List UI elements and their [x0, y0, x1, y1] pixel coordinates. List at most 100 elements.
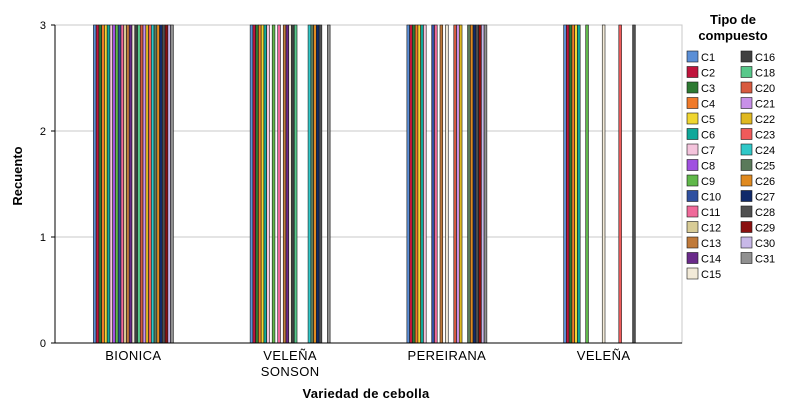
- bar-bionica-c18: [137, 24, 141, 344]
- legend-title-line-1: Tipo de: [710, 12, 756, 27]
- legend-item-c16: C16: [740, 50, 775, 64]
- legend-item-c27: C27: [740, 190, 775, 204]
- bar-pereirana-c31: [483, 24, 488, 344]
- y-tick-label-3: 3: [40, 20, 46, 32]
- bar-bionica-c22: [145, 24, 149, 344]
- legend-item-c10: C10: [686, 190, 721, 204]
- legend-item-c7: C7: [686, 143, 715, 157]
- bar-bionica-c26: [156, 24, 160, 344]
- legend-label-c1: C1: [701, 52, 715, 64]
- legend-swatch-c4: [686, 97, 699, 109]
- legend-label-c11: C11: [701, 207, 720, 219]
- legend-item-c1: C1: [686, 50, 715, 64]
- legend-swatch-c8: [686, 159, 699, 171]
- bar-velena-sonson-c4: [258, 24, 262, 344]
- bar-pereirana-c5: [417, 24, 421, 344]
- legend-label-c9: C9: [701, 176, 715, 188]
- bar-bionica-c8: [112, 24, 116, 344]
- legend-item-c14: C14: [686, 252, 721, 266]
- bar-velena-sonson-c14: [285, 24, 290, 344]
- bar-velena-sonson-c27: [316, 24, 320, 344]
- legend-swatch-c30: [740, 236, 753, 249]
- legend-swatch-c25: [740, 159, 753, 171]
- legend-label-c6: C6: [701, 130, 715, 142]
- x-axis-label: Variedad de cebolla: [302, 386, 430, 401]
- legend-item-c12: C12: [686, 221, 721, 235]
- legend-item-c8: C8: [686, 159, 715, 173]
- bar-pereirana-c22: [458, 24, 463, 344]
- bar-velena-sonson-c25: [310, 24, 314, 344]
- legend-swatch-c29: [740, 221, 753, 233]
- bar-velena-sonson-c1: [249, 24, 254, 344]
- legend-swatch-c22: [740, 112, 753, 125]
- legend-swatch-c6: [686, 128, 699, 140]
- legend-item-c3: C3: [686, 81, 715, 95]
- legend-label-c29: C29: [755, 223, 775, 235]
- bar-bionica-c10: [117, 24, 122, 344]
- legend-swatch-c13: [686, 236, 699, 249]
- bar-pereirana-c4: [414, 24, 419, 344]
- bar-bionica-c6: [106, 24, 111, 344]
- legend-swatch-c11: [686, 205, 699, 218]
- legend-label-c15: C15: [701, 269, 721, 281]
- legend-item-c25: C25: [740, 159, 775, 173]
- legend-swatch-c28: [740, 205, 753, 218]
- bar-velena-c1: [563, 24, 567, 344]
- bar-pereirana-c28: [475, 24, 479, 344]
- y-tick-label-1: 1: [40, 232, 46, 244]
- legend-item-c11: C11: [686, 205, 720, 219]
- bar-bionica-c13: [126, 24, 130, 344]
- legend-item-c5: C5: [686, 112, 715, 126]
- legend-label-c2: C2: [701, 68, 715, 80]
- bar-bionica-c14: [128, 24, 133, 344]
- bar-pereirana-c26: [470, 24, 474, 344]
- legend-label-c25: C25: [755, 161, 775, 173]
- bar-velena-c3: [568, 24, 573, 344]
- bar-bionica-c7: [109, 24, 113, 344]
- bar-velena-sonson-c11: [277, 24, 281, 344]
- bar-velena-sonson-c5: [260, 24, 265, 344]
- legend: Tipo de compuesto C1 C2 C3 C4 C5 C6 C7 C8 C9 C10 C…: [686, 12, 775, 281]
- bar-velena-sonson-c15: [288, 24, 292, 344]
- y-axis-label: Recuento: [10, 146, 25, 205]
- bar-bionica-c28: [162, 24, 166, 344]
- legend-swatch-c27: [740, 190, 753, 202]
- bar-bionica-c30: [167, 24, 171, 344]
- bar-pereirana-c21: [456, 24, 460, 344]
- bar-velena-sonson-c13: [282, 24, 287, 344]
- legend-swatch-c7: [686, 143, 699, 156]
- y-tick-label-2: 2: [40, 126, 46, 138]
- legend-swatch-c15: [686, 267, 699, 280]
- bar-pereirana-c20: [453, 24, 457, 344]
- legend-label-c28: C28: [755, 207, 775, 219]
- bar-velena-c4: [571, 24, 575, 344]
- legend-item-c30: C30: [740, 236, 775, 250]
- bar-pereirana-c2: [409, 24, 413, 344]
- legend-swatch-c9: [686, 174, 699, 187]
- bar-velena-sonson-c26: [313, 24, 317, 344]
- bar-velena-c23: [618, 24, 622, 344]
- x-category-label-velena-sonson-line-1: VELEÑA: [263, 348, 317, 363]
- bar-velena-c5: [574, 24, 578, 344]
- legend-item-c23: C23: [740, 128, 775, 142]
- bar-bionica-c20: [139, 24, 144, 344]
- legend-swatch-c5: [686, 112, 699, 125]
- legend-item-c9: C9: [686, 174, 715, 188]
- legend-item-c15: C15: [686, 267, 721, 281]
- bar-velena-c9: [585, 24, 589, 344]
- legend-label-c7: C7: [701, 145, 715, 157]
- bar-bionica-c9: [115, 24, 119, 344]
- bar-pereirana-c1: [406, 24, 410, 344]
- legend-item-c28: C28: [740, 205, 775, 219]
- bar-bionica-c16: [134, 24, 138, 344]
- bar-pereirana-c3: [412, 24, 416, 344]
- bars: [93, 24, 636, 344]
- bar-pereirana-c27: [472, 24, 477, 344]
- legend-label-c24: C24: [755, 145, 775, 157]
- legend-label-c5: C5: [701, 114, 715, 126]
- bar-bionica-c15: [131, 24, 136, 344]
- legend-label-c31: C31: [755, 254, 775, 266]
- legend-swatch-c14: [686, 252, 699, 264]
- axes: [51, 24, 682, 344]
